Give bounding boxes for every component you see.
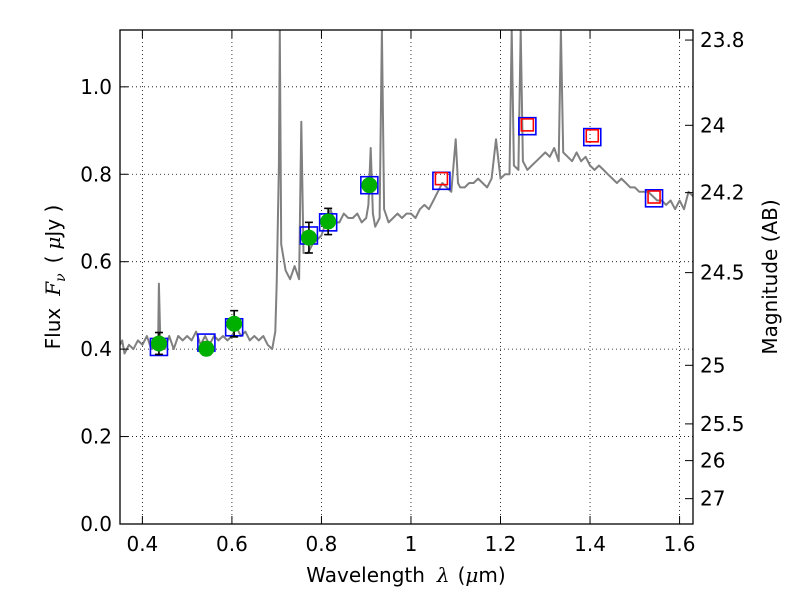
y-tick-label: 0.8 <box>80 162 112 186</box>
observed-point <box>198 340 215 357</box>
observed-point <box>320 213 337 230</box>
mag-tick-label: 27 <box>700 487 725 511</box>
model-photometry-square <box>518 116 537 136</box>
y-tick-label: 0.2 <box>80 425 112 449</box>
mag-tick-label: 23.8 <box>700 28 745 52</box>
upper-limit-square <box>647 190 661 204</box>
y-tick-label: 1.0 <box>80 75 112 99</box>
observed-point <box>226 315 243 332</box>
right-axis-title: Magnitude (AB) <box>758 199 782 354</box>
y-tick-label: 0.6 <box>80 250 112 274</box>
observed-point <box>150 335 167 352</box>
model-photometry-square <box>644 189 664 208</box>
model-photometry-square <box>360 175 379 195</box>
observed-point <box>361 177 378 194</box>
observed-point <box>300 229 317 246</box>
x-tick-label: 1.6 <box>664 532 696 556</box>
mag-tick-label: 24.5 <box>700 261 745 285</box>
x-tick-label: 0.4 <box>126 532 158 556</box>
mag-tick-label: 24.2 <box>700 181 745 205</box>
y-tick-label: 0.0 <box>80 512 112 536</box>
upper-limit-square <box>585 128 600 143</box>
x-tick-label: 0.8 <box>306 532 338 556</box>
data-series <box>120 30 693 357</box>
upper-limit-square <box>520 118 535 132</box>
axis-ticks: 0.4 0.6 0.8 1 1.2 1.4 1.6 0.0 0.2 0.4 0.6 0.8 1.0 23.… <box>80 28 744 556</box>
plot-frame <box>119 29 694 525</box>
mag-tick-label: 25 <box>700 353 725 377</box>
y-axis-title: FluxFν(μJy ) <box>41 205 69 350</box>
model-photometry-square <box>582 127 602 147</box>
mag-tick-label: 25.5 <box>700 412 745 436</box>
spectrum-line <box>120 30 693 355</box>
x-tick-label: 1 <box>405 532 418 556</box>
mag-tick-label: 24 <box>700 113 725 137</box>
x-axis-title: Wavelength λ (μm) <box>306 563 505 587</box>
x-tick-label: 1.2 <box>485 532 517 556</box>
x-tick-label: 0.6 <box>216 532 248 556</box>
y-tick-label: 0.4 <box>80 337 112 361</box>
mag-tick-label: 26 <box>700 449 725 473</box>
x-tick-label: 1.4 <box>574 532 606 556</box>
upper-limit-square <box>434 171 449 186</box>
